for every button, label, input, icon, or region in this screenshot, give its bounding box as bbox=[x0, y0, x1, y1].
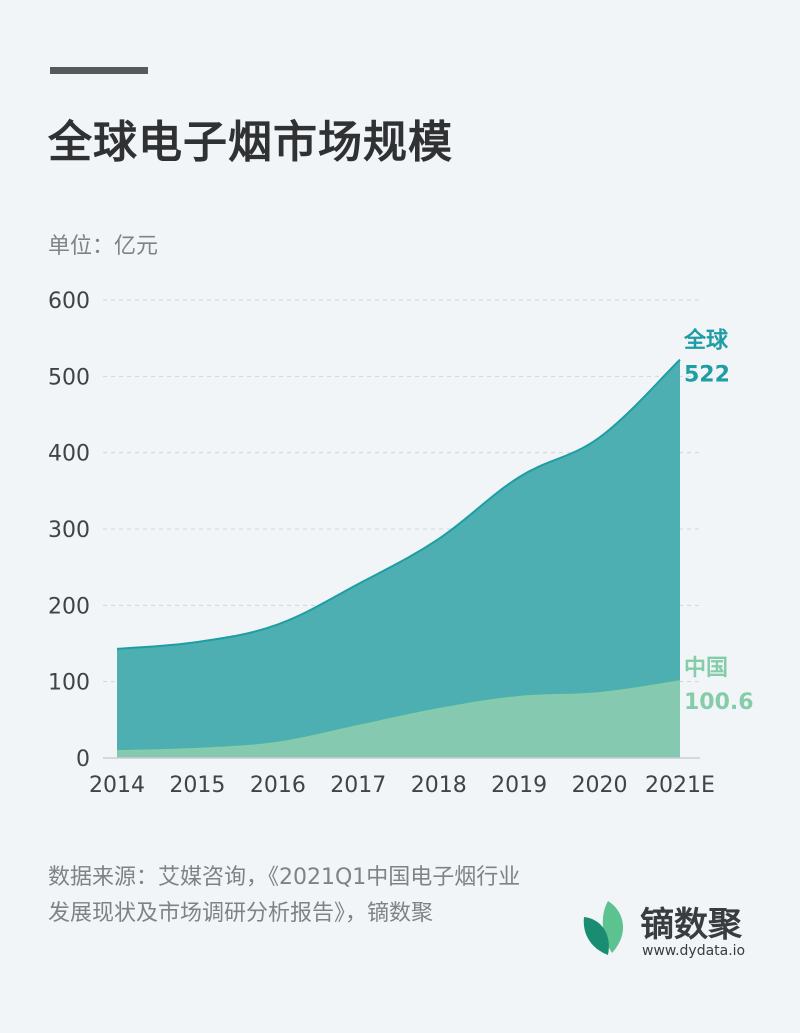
source-note: 数据来源：艾媒咨询，《2021Q1中国电子烟行业发展现状及市场调研分析报告》，镝… bbox=[48, 865, 521, 926]
x-tick-label: 2018 bbox=[411, 773, 467, 798]
line-全球 bbox=[116, 358, 681, 650]
y-tick-label: 500 bbox=[48, 365, 90, 390]
brand-url: www.dydata.io bbox=[642, 943, 746, 959]
leaf-logo-icon bbox=[583, 901, 624, 955]
y-tick-label: 600 bbox=[48, 289, 90, 314]
x-tick-label: 2015 bbox=[169, 773, 225, 798]
title-accent-bar bbox=[50, 67, 148, 74]
area-中国 bbox=[117, 681, 680, 758]
y-tick-label: 0 bbox=[76, 747, 90, 772]
x-tick-label: 2021E bbox=[645, 773, 715, 798]
series-name-label: 全球 bbox=[683, 328, 729, 354]
y-tick-label: 100 bbox=[48, 671, 90, 696]
unit-label: 单位：亿元 bbox=[48, 234, 159, 259]
x-tick-label: 2017 bbox=[330, 773, 386, 798]
chart-areas bbox=[103, 358, 700, 759]
area-全球 bbox=[117, 359, 680, 758]
x-axis-ticks: 2014 2015 2016 2017 2018 2019 2020 2021E bbox=[89, 773, 715, 798]
x-tick-label: 2016 bbox=[250, 773, 306, 798]
y-tick-label: 200 bbox=[48, 594, 90, 619]
series-value-label: 522 bbox=[684, 363, 730, 388]
area-chart: 0 100 200 300 400 500 600 2014 2015 2016 2017 2018… bbox=[48, 289, 754, 798]
brand-logo: 镝数聚 www.dydata.io bbox=[580, 897, 780, 963]
series-end-labels: 全球 522 中国 100.6 bbox=[683, 328, 754, 716]
y-tick-label: 400 bbox=[48, 442, 90, 467]
series-name-label: 中国 bbox=[684, 656, 728, 681]
x-tick-label: 2014 bbox=[89, 773, 145, 798]
series-value-label: 100.6 bbox=[684, 690, 754, 715]
line-中国 bbox=[116, 680, 681, 753]
x-tick-label: 2019 bbox=[491, 773, 547, 798]
y-axis-ticks: 0 100 200 300 400 500 600 bbox=[48, 289, 90, 772]
page-title: 全球电子烟市场规模 bbox=[48, 117, 453, 168]
y-tick-label: 300 bbox=[48, 518, 90, 543]
brand-name: 镝数聚 bbox=[640, 905, 742, 945]
x-tick-label: 2020 bbox=[572, 773, 628, 798]
